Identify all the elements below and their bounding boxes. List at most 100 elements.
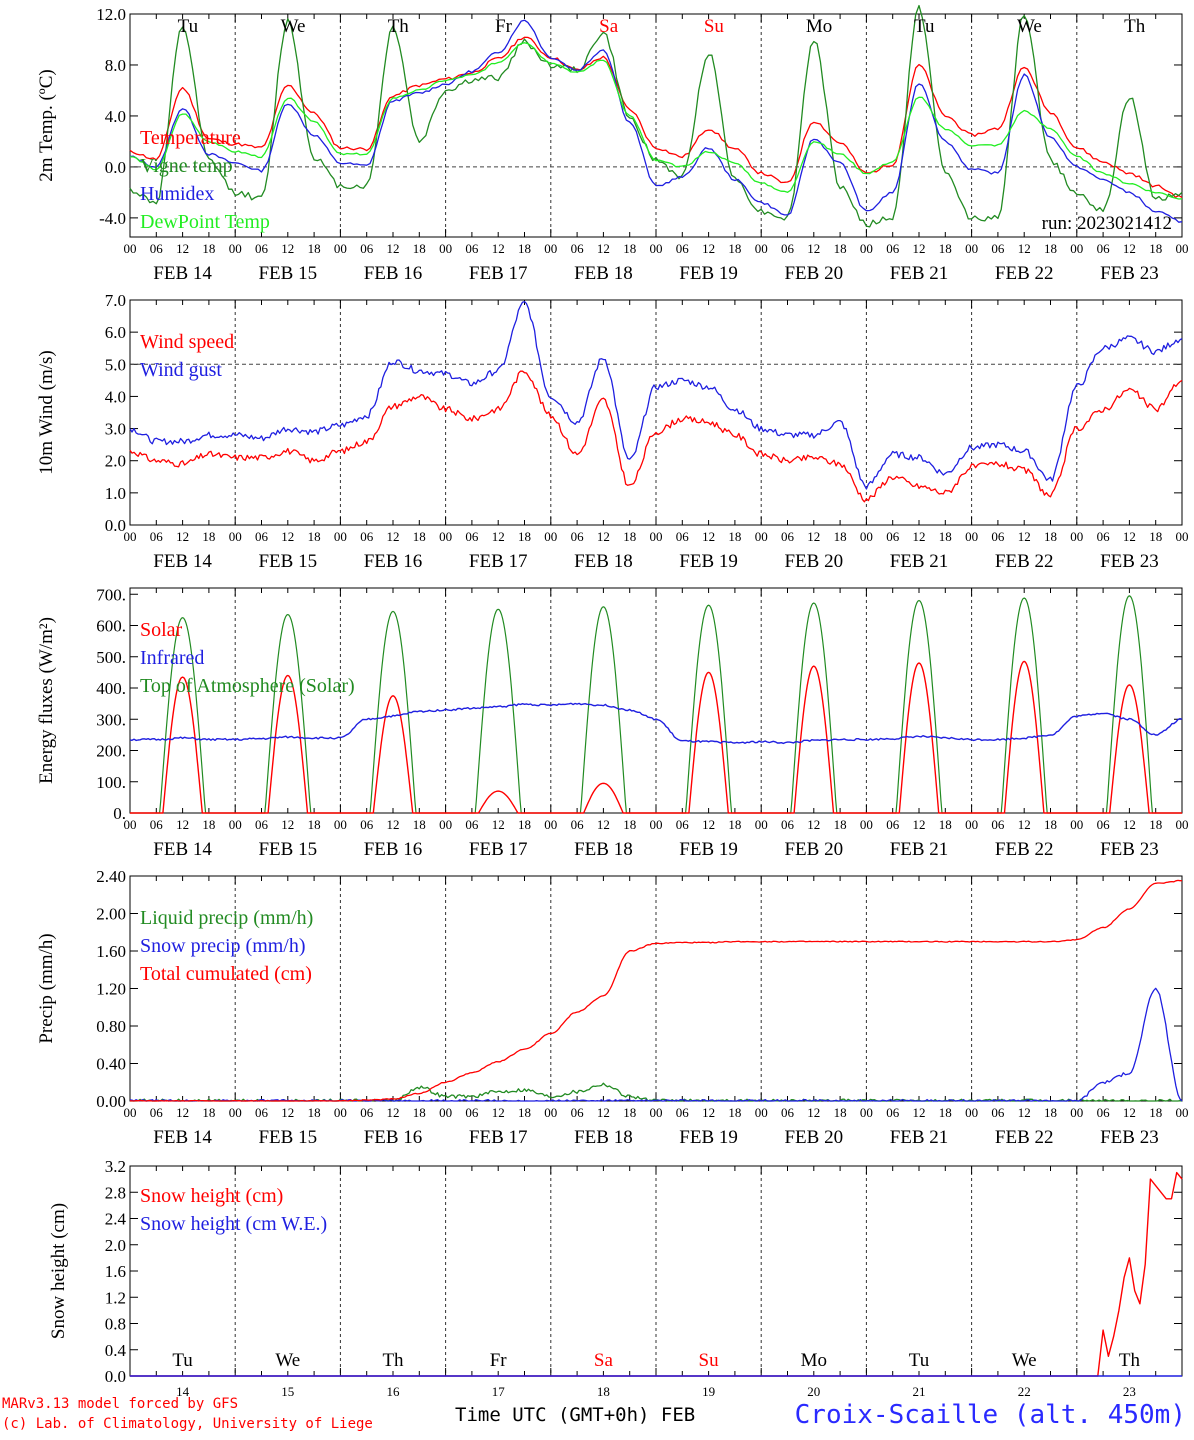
day-name-label: We (281, 16, 306, 37)
hour-tick-label: 12 (702, 1105, 715, 1120)
hour-tick-label: 18 (728, 241, 741, 256)
hour-tick-label: 12 (1018, 241, 1031, 256)
hour-tick-label: 00 (124, 529, 137, 544)
hour-tick-label: 18 (308, 529, 321, 544)
hour-tick-label: 00 (124, 817, 137, 832)
date-label: FEB 20 (784, 263, 843, 284)
date-label: FEB 16 (364, 551, 423, 572)
y-tick-label: 4.0 (105, 107, 126, 126)
hour-tick-label: 12 (1018, 817, 1031, 832)
hour-tick-label: 06 (571, 529, 585, 544)
hour-tick-label: 06 (1097, 529, 1111, 544)
date-label: FEB 14 (153, 839, 212, 860)
date-label: FEB 21 (890, 263, 949, 284)
date-label: FEB 15 (258, 551, 317, 572)
y-tick-label: 3.0 (105, 420, 126, 439)
y-axis-label: Snow height (cm) (48, 1203, 69, 1339)
date-label: FEB 23 (1100, 263, 1159, 284)
date-label: FEB 18 (574, 551, 633, 572)
date-label: FEB 21 (890, 1127, 949, 1148)
hour-tick-label: 12 (1123, 241, 1136, 256)
day-number-label: 22 (1018, 1384, 1031, 1399)
hour-tick-label: 00 (860, 1105, 873, 1120)
hour-tick-label: 18 (834, 1105, 847, 1120)
hour-tick-label: 06 (781, 241, 795, 256)
hour-tick-label: 00 (1070, 529, 1083, 544)
hour-tick-label: 06 (465, 817, 479, 832)
date-label: FEB 19 (679, 839, 738, 860)
day-name-label: Tu (909, 1350, 930, 1371)
series-line-dewpoint-temp (130, 42, 1183, 200)
hour-tick-label: 12 (597, 817, 610, 832)
date-label: FEB 23 (1100, 1127, 1159, 1148)
legend-entry: Temperature (140, 127, 241, 149)
y-tick-label: 8.0 (105, 56, 126, 75)
date-label: FEB 17 (469, 551, 528, 572)
date-label: FEB 17 (469, 839, 528, 860)
hour-tick-label: 00 (1070, 1105, 1083, 1120)
hour-tick-label: 18 (1044, 241, 1057, 256)
date-label: FEB 22 (995, 551, 1054, 572)
day-name-label: Sa (594, 1350, 614, 1371)
hour-tick-label: 00 (860, 817, 873, 832)
y-tick-label: -4.0 (99, 209, 126, 228)
date-label: FEB 21 (890, 551, 949, 572)
day-number-label: 14 (176, 1384, 190, 1399)
date-label: FEB 21 (890, 839, 949, 860)
hour-tick-label: 00 (439, 1105, 452, 1120)
hour-tick-label: 12 (492, 529, 505, 544)
legend-entry: Infrared (140, 647, 204, 669)
date-label: FEB 16 (364, 1127, 423, 1148)
hour-tick-label: 00 (1176, 241, 1189, 256)
date-label: FEB 22 (995, 839, 1054, 860)
hour-tick-label: 06 (886, 241, 900, 256)
hour-tick-label: 12 (913, 817, 926, 832)
hour-tick-label: 18 (939, 817, 952, 832)
hour-tick-label: 00 (755, 817, 768, 832)
series-line-humidex (129, 19, 1183, 223)
y-tick-label: 6.0 (105, 323, 126, 342)
hour-tick-label: 12 (1018, 529, 1031, 544)
hour-tick-label: 00 (1176, 529, 1189, 544)
hour-tick-label: 18 (518, 817, 531, 832)
hour-tick-label: 12 (913, 241, 926, 256)
date-label: FEB 19 (679, 551, 738, 572)
hour-tick-label: 00 (229, 817, 242, 832)
y-axis-label: 10m Wind (m/s) (36, 350, 57, 475)
day-name-label: Th (382, 1350, 404, 1371)
hour-tick-label: 18 (518, 529, 531, 544)
y-tick-label: 4.0 (105, 387, 126, 406)
model-credit: MARv3.13 model forced by GFS (2, 1396, 239, 1412)
hour-tick-label: 00 (334, 241, 347, 256)
hour-tick-label: 12 (1123, 1105, 1136, 1120)
hour-tick-label: 18 (1044, 817, 1057, 832)
y-tick-label: 1.60 (96, 942, 126, 961)
hour-tick-label: 18 (834, 529, 847, 544)
legend-entry: Snow height (cm) (140, 1185, 283, 1207)
y-tick-label: 12.0 (96, 5, 126, 24)
date-label: FEB 16 (364, 263, 423, 284)
hour-tick-label: 06 (150, 817, 164, 832)
hour-tick-label: 12 (913, 1105, 926, 1120)
hour-tick-label: 12 (702, 817, 715, 832)
hour-tick-label: 12 (807, 1105, 820, 1120)
y-tick-label: 1.2 (105, 1288, 126, 1307)
hour-tick-label: 00 (650, 241, 663, 256)
date-label: FEB 22 (995, 263, 1054, 284)
date-label: FEB 18 (574, 839, 633, 860)
y-tick-label: 2.8 (105, 1183, 126, 1202)
day-number-label: 23 (1123, 1384, 1136, 1399)
hour-tick-label: 06 (150, 529, 164, 544)
hour-tick-label: 06 (781, 529, 795, 544)
hour-tick-label: 00 (544, 817, 557, 832)
hour-tick-label: 18 (728, 1105, 741, 1120)
day-name-label: We (1012, 1350, 1037, 1371)
hour-tick-label: 18 (623, 529, 636, 544)
day-number-label: 15 (281, 1384, 294, 1399)
hour-tick-label: 12 (913, 529, 926, 544)
day-name-label: We (1017, 16, 1042, 37)
hour-tick-label: 12 (702, 241, 715, 256)
hour-tick-label: 12 (387, 1105, 400, 1120)
day-name-label: Th (388, 16, 410, 37)
